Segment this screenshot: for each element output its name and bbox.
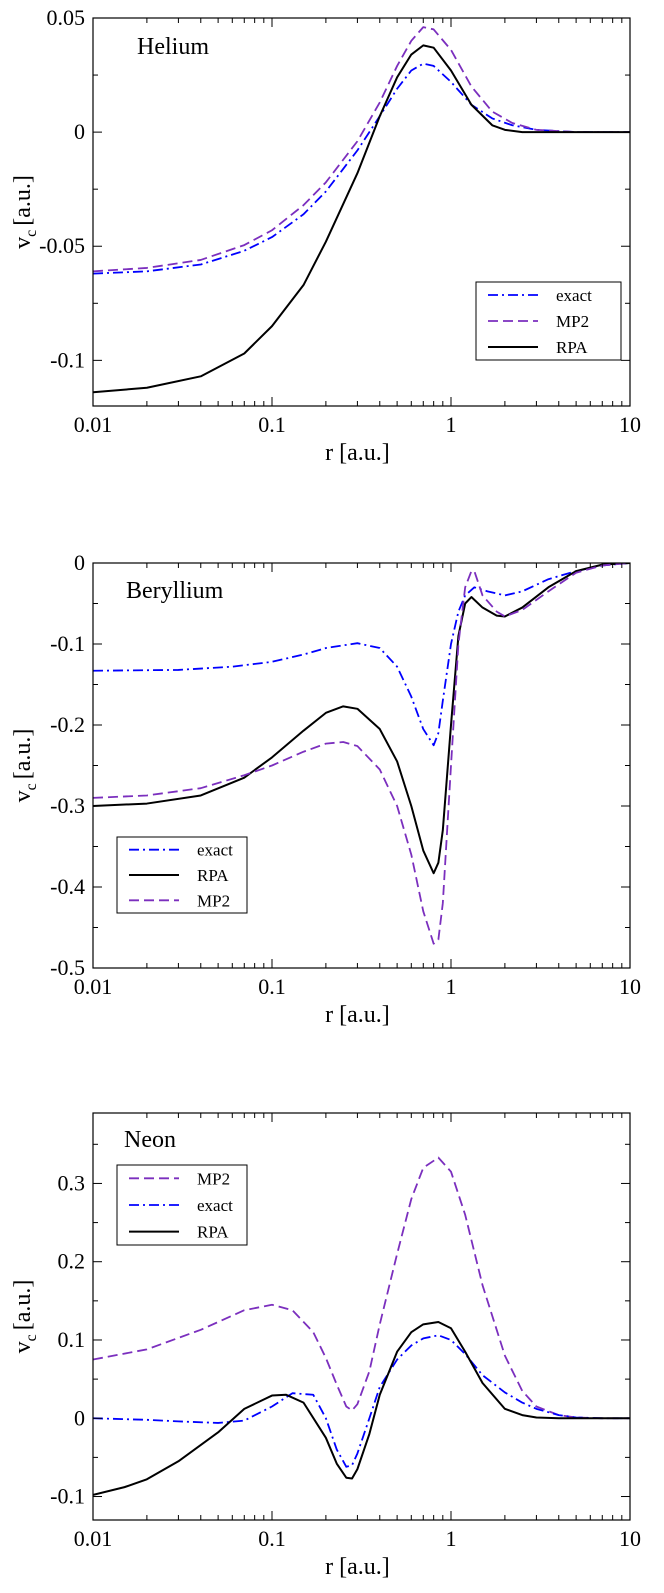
x-tick-label: 0.1 <box>258 1526 286 1551</box>
series-line-mp2 <box>93 563 630 945</box>
y-tick-label: 0.3 <box>58 1170 86 1195</box>
chart-panel-beryllium: 0.01 0.1 1 10 0 -0.1 -0.2 -0.3 -0.4 -0.5 r [a.u.] v… <box>10 550 641 1028</box>
y-tick-label: -0.1 <box>50 631 85 656</box>
x-tick-label: 10 <box>619 1526 641 1551</box>
y-axis-label-unit: [a.u.] <box>10 175 36 226</box>
y-axis-label-symbol: v <box>10 237 36 249</box>
svg-text:vc[a.u.]: vc [a.u.] <box>10 729 40 803</box>
series-line-mp2 <box>93 26 630 273</box>
legend-label-exact: exact <box>197 841 233 860</box>
y-axis-label: vc [a.u.] <box>10 1280 40 1354</box>
y-tick-label: -0.2 <box>50 712 85 737</box>
x-tick-label: 0.01 <box>74 1526 113 1551</box>
legend-label-rpa: RPA <box>197 1223 229 1242</box>
y-tick-label: -0.5 <box>50 955 85 980</box>
series-line-rpa <box>93 44 630 394</box>
x-tick-label: 0.1 <box>258 974 286 999</box>
x-tick-label: 1 <box>446 1526 457 1551</box>
y-axis-label-subscript: c <box>23 1334 40 1341</box>
series-line-rpa <box>93 563 630 875</box>
x-tick-label: 1 <box>446 974 457 999</box>
series-line-exact <box>93 1334 630 1468</box>
x-tick-label: 0.01 <box>74 412 113 437</box>
legend: exact RPA MP2 <box>116 836 248 914</box>
legend-label-exact: exact <box>556 286 592 305</box>
x-axis-label: r [a.u.] <box>325 1554 390 1580</box>
x-tick-label: 10 <box>619 412 641 437</box>
x-axis-label: r [a.u.] <box>325 1002 390 1028</box>
y-tick-label: -0.1 <box>50 347 85 372</box>
y-axis-label: vc [a.u.] <box>10 729 40 803</box>
plot-frame <box>92 1112 631 1521</box>
legend-label-rpa: RPA <box>556 338 588 357</box>
y-tick-label: 0.1 <box>58 1327 86 1352</box>
svg-text:vc[a.u.]: vc [a.u.] <box>10 175 40 249</box>
y-tick-label: 0.2 <box>58 1249 86 1274</box>
legend-label-rpa: RPA <box>197 866 229 885</box>
legend-label-mp2: MP2 <box>197 891 230 910</box>
series-line-rpa <box>93 1320 630 1496</box>
y-axis-label: vc [a.u.] <box>10 175 40 249</box>
y-tick-label: 0 <box>74 119 85 144</box>
series-line-exact <box>93 62 630 275</box>
legend-label-exact: exact <box>197 1196 233 1215</box>
y-axis-label-unit: [a.u.] <box>10 729 36 780</box>
x-tick-label: 1 <box>446 412 457 437</box>
y-tick-label: 0 <box>74 1405 85 1430</box>
y-axis-label-symbol: v <box>10 1341 36 1353</box>
panel-annotation: Beryllium <box>126 578 224 604</box>
x-axis-label: r [a.u.] <box>325 440 390 466</box>
y-tick-label: -0.4 <box>50 874 85 899</box>
y-tick-label: -0.1 <box>50 1484 85 1509</box>
y-tick-label: -0.05 <box>39 233 85 258</box>
x-tick-label: 10 <box>619 974 641 999</box>
y-tick-label: -0.3 <box>50 793 85 818</box>
y-axis-label-unit: [a.u.] <box>10 1280 36 1331</box>
panel-annotation: Helium <box>137 34 209 60</box>
y-tick-label: 0 <box>74 550 85 575</box>
legend-label-mp2: MP2 <box>556 312 589 331</box>
x-tick-label: 0.01 <box>74 974 113 999</box>
y-axis-label-subscript: c <box>23 230 40 237</box>
series-line-mp2 <box>93 1156 630 1420</box>
legend: MP2 exact RPA <box>116 1164 248 1246</box>
legend-label-mp2: MP2 <box>197 1169 230 1188</box>
y-tick-label: 0.05 <box>47 5 86 30</box>
panel-annotation: Neon <box>124 1127 176 1153</box>
plot-frame <box>92 17 631 407</box>
y-axis-label-subscript: c <box>23 783 40 790</box>
series-line-exact <box>93 563 630 747</box>
chart-panel-helium: 0.01 0.1 1 10 0.05 0 -0.05 -0.1 r [a.u.] vc [a.u.]… <box>10 5 641 466</box>
svg-text:vc[a.u.]: vc [a.u.] <box>10 1280 40 1354</box>
chart-panel-neon: 0.01 0.1 1 10 0.3 0.2 0.1 0 -0.1 r [a.u.] vc [a.u.]… <box>10 1112 641 1580</box>
y-axis-label-symbol: v <box>10 790 36 802</box>
x-tick-label: 0.1 <box>258 412 286 437</box>
legend: exact MP2 RPA <box>475 281 622 361</box>
